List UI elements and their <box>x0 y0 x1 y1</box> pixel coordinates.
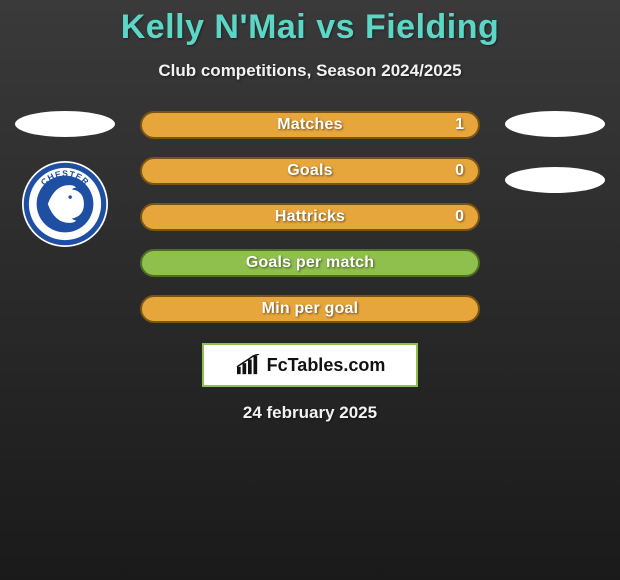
stats-bars: Matches 1 Goals 0 Hattricks 0 Goals per … <box>140 111 480 323</box>
generated-date: 24 february 2025 <box>0 403 620 423</box>
stat-value: 0 <box>455 162 464 180</box>
brand-text: FcTables.com <box>267 355 386 376</box>
stat-bar-matches: Matches 1 <box>140 111 480 139</box>
left-player-column: CHESTER FOOTBALL CLUB <box>10 111 120 247</box>
stat-label: Hattricks <box>275 208 345 226</box>
stat-bar-hattricks: Hattricks 0 <box>140 203 480 231</box>
stat-bar-goals-per-match: Goals per match <box>140 249 480 277</box>
stat-label: Goals per match <box>246 254 374 272</box>
page-subtitle: Club competitions, Season 2024/2025 <box>0 61 620 81</box>
player-photo-placeholder <box>505 111 605 137</box>
stat-label: Goals <box>287 162 332 180</box>
stat-value: 0 <box>455 208 464 226</box>
stat-label: Min per goal <box>262 300 359 318</box>
stat-label: Matches <box>277 116 342 134</box>
page-title: Kelly N'Mai vs Fielding <box>0 0 620 47</box>
club-logo-icon: CHESTER FOOTBALL CLUB <box>22 161 108 247</box>
brand-badge: FcTables.com <box>202 343 418 387</box>
stat-bar-goals: Goals 0 <box>140 157 480 185</box>
club-logo-chester: CHESTER FOOTBALL CLUB <box>22 161 108 247</box>
club-logo-placeholder <box>505 167 605 193</box>
stat-value: 1 <box>455 116 464 134</box>
bar-chart-icon <box>235 354 261 376</box>
content-area: CHESTER FOOTBALL CLUB Matches 1 Goals 0 … <box>0 111 620 423</box>
stat-bar-min-per-goal: Min per goal <box>140 295 480 323</box>
player-photo-placeholder <box>15 111 115 137</box>
right-player-column <box>500 111 610 193</box>
